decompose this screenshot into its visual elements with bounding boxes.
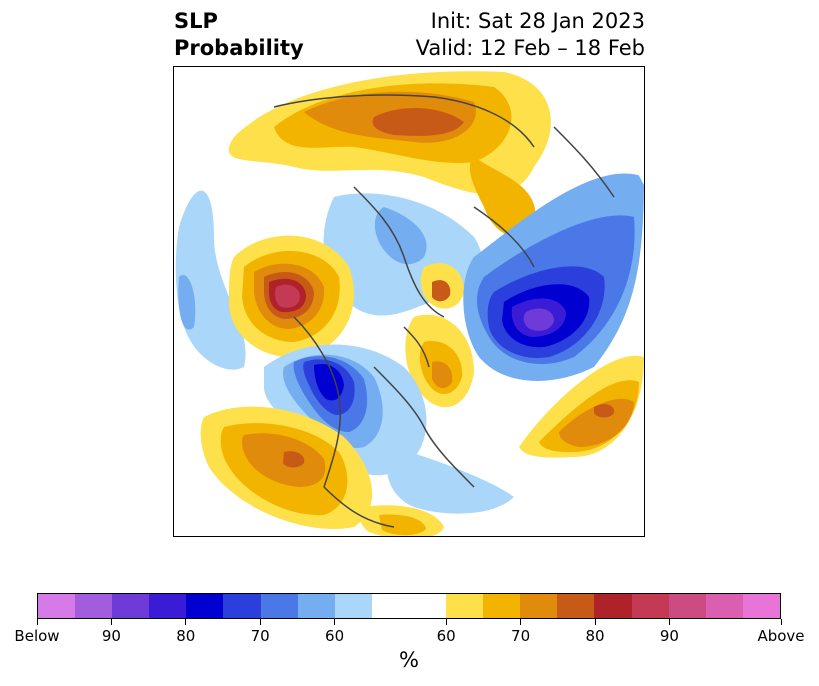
colorbar-cell xyxy=(483,594,521,618)
probability-map xyxy=(175,71,644,536)
colorbar-tick xyxy=(668,619,670,625)
east-asia-negative-max xyxy=(523,308,554,331)
variable-label: SLP xyxy=(174,9,218,33)
pacific-southeast-positive-core xyxy=(594,404,615,418)
colorbar xyxy=(37,593,781,619)
colorbar-tick xyxy=(594,619,596,625)
greenland-positive-core xyxy=(432,280,451,302)
hudson-positive-max xyxy=(432,361,453,389)
southeast-negative xyxy=(386,447,514,514)
colorbar-cell xyxy=(260,594,298,618)
colorbar-tick xyxy=(110,619,112,625)
colorbar-tick-label: 70 xyxy=(250,627,270,645)
colorbar-tick-label: 80 xyxy=(585,627,605,645)
eurasia-positive-max xyxy=(372,107,464,136)
plot-title-right: Init: Sat 28 Jan 2023 Valid: 12 Feb – 18… xyxy=(416,8,645,62)
west-negative-inner xyxy=(178,275,196,330)
colorbar-tick xyxy=(334,619,336,625)
colorbar-cell xyxy=(520,594,558,618)
colorbar-tick-label: Above xyxy=(757,627,805,645)
colorbar-tick xyxy=(259,619,261,625)
colorbar-cell xyxy=(705,594,743,618)
north-america-negative-max xyxy=(314,363,344,401)
colorbar-tick xyxy=(780,619,782,625)
colorbar-cell xyxy=(297,594,335,618)
colorbar-tick-label: 60 xyxy=(325,627,345,645)
colorbar-cell xyxy=(594,594,632,618)
colorbar-tick-label: 60 xyxy=(436,627,456,645)
pacific-southeast-positive-3 xyxy=(559,398,634,447)
siberia-positive xyxy=(469,157,536,238)
caribbean-positive-core xyxy=(379,514,426,536)
colorbar-cell xyxy=(223,594,261,618)
colorbar-tick-label: 90 xyxy=(101,627,121,645)
colorbar-tick-label: 90 xyxy=(659,627,679,645)
plot-title-left: SLP Probability xyxy=(174,8,304,62)
colorbar-tick-label: 70 xyxy=(511,627,531,645)
colorbar-cell xyxy=(557,594,595,618)
colorbar-tick xyxy=(36,619,38,625)
arctic-negative-inner xyxy=(374,207,427,265)
colorbar-cell xyxy=(631,594,669,618)
colorbar-cell xyxy=(334,594,372,618)
colorbar-cell xyxy=(668,594,706,618)
colorbar-tick xyxy=(445,619,447,625)
colorbar-cell xyxy=(408,594,447,618)
colorbar-cell xyxy=(742,594,780,618)
colorbar-tick xyxy=(185,619,187,625)
colorbar-cell xyxy=(112,594,150,618)
colorbar-tick-label: 80 xyxy=(176,627,196,645)
map-panel xyxy=(173,66,645,537)
colorbar-cell xyxy=(38,594,76,618)
product-label: Probability xyxy=(174,36,304,60)
colorbar-cell xyxy=(371,594,409,618)
southwest-positive-core xyxy=(283,451,305,468)
colorbar-tick xyxy=(520,619,522,625)
colorbar-cell xyxy=(446,594,484,618)
north-pacific-positive-max xyxy=(275,284,300,308)
colorbar-cell xyxy=(186,594,224,618)
colorbar-cell xyxy=(75,594,113,618)
init-date: Init: Sat 28 Jan 2023 xyxy=(430,9,645,33)
colorbar-tick-label: Below xyxy=(14,627,60,645)
valid-range: Valid: 12 Feb – 18 Feb xyxy=(415,36,645,60)
colorbar-unit: % xyxy=(399,648,419,672)
colorbar-cell xyxy=(149,594,187,618)
coastlines xyxy=(273,94,615,528)
